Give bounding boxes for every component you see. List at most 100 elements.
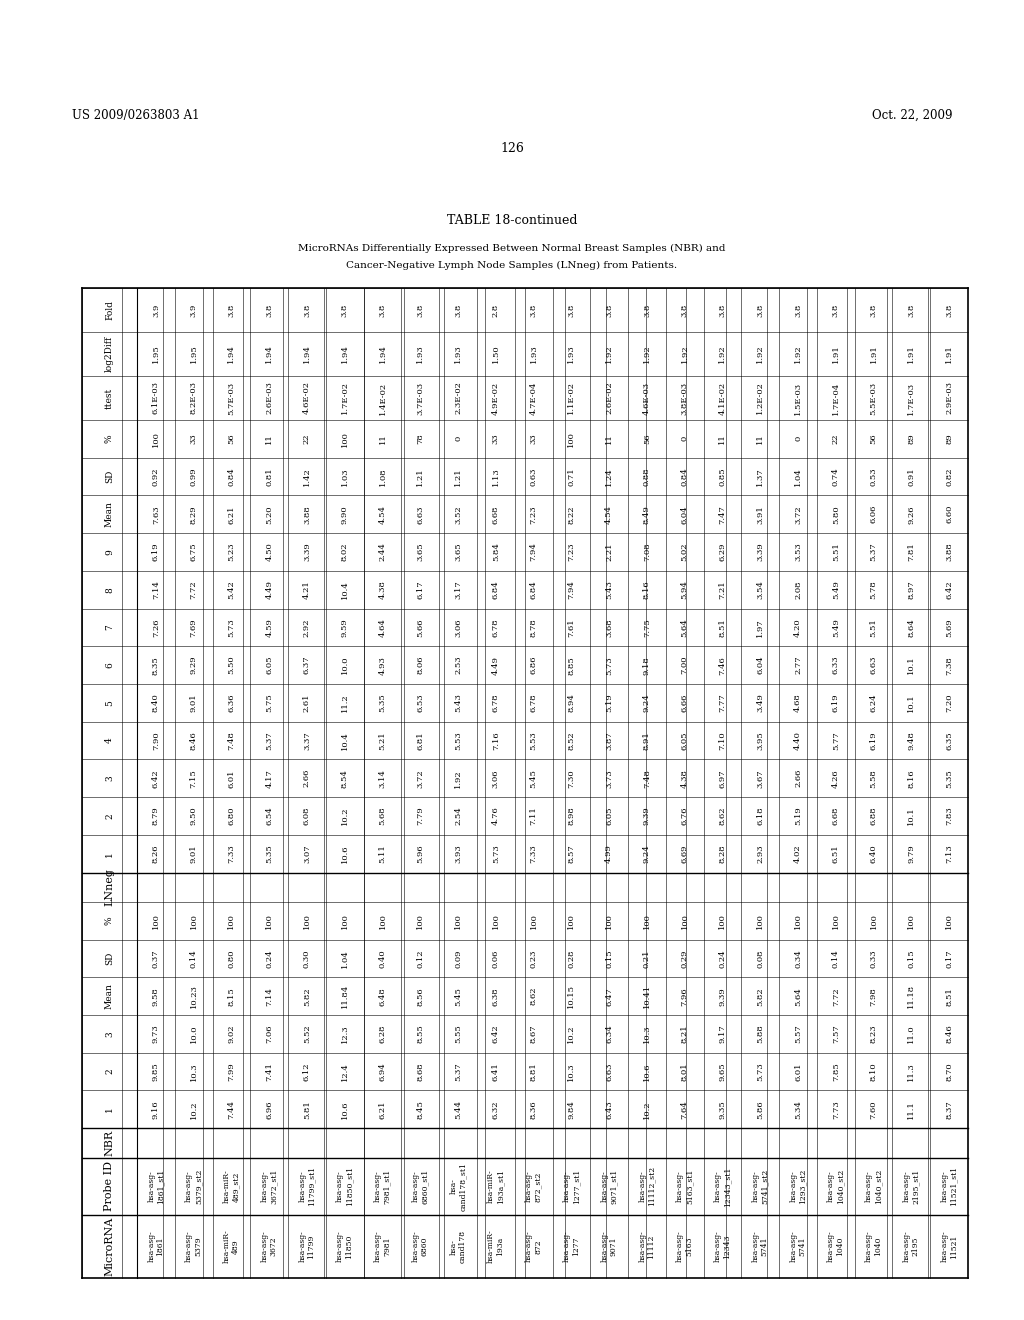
Text: 5.37: 5.37 (454, 1063, 462, 1081)
Text: hsa-asg-
5379: hsa-asg- 5379 (185, 1230, 203, 1262)
Text: 100: 100 (341, 430, 349, 446)
Text: 6.48: 6.48 (379, 987, 386, 1006)
Text: 4.54: 4.54 (605, 504, 613, 524)
Text: 9.01: 9.01 (189, 845, 198, 863)
Text: 5.82: 5.82 (303, 987, 311, 1006)
Text: 8.06: 8.06 (417, 656, 424, 675)
Text: MicroRNAs Differentially Expressed Between Normal Breast Samples (NBR) and: MicroRNAs Differentially Expressed Betwe… (298, 243, 726, 252)
Text: 4.59: 4.59 (265, 618, 273, 636)
Text: 7.83: 7.83 (945, 807, 953, 825)
Text: 10.6: 10.6 (341, 845, 349, 863)
Text: 2.6E-03: 2.6E-03 (265, 381, 273, 414)
Text: hsa-asg-
11521_st1: hsa-asg- 11521_st1 (940, 1167, 957, 1206)
Text: 11: 11 (757, 433, 764, 445)
Text: 6.78: 6.78 (492, 618, 500, 636)
Text: 5.23: 5.23 (227, 543, 236, 561)
Text: 7.48: 7.48 (227, 731, 236, 750)
Text: 3.8: 3.8 (757, 304, 764, 317)
Text: 6.68: 6.68 (492, 506, 500, 524)
Text: 10.1: 10.1 (907, 693, 915, 713)
Text: 0.63: 0.63 (529, 467, 538, 486)
Text: 8.68: 8.68 (417, 1063, 424, 1081)
Text: 7.13: 7.13 (945, 845, 953, 863)
Text: 3.8: 3.8 (907, 304, 915, 317)
Text: 7.00: 7.00 (681, 656, 689, 675)
Text: 6.96: 6.96 (265, 1100, 273, 1118)
Text: 3.8: 3.8 (681, 304, 689, 317)
Text: 8.49: 8.49 (643, 504, 651, 524)
Text: hsa-asg-
11850_st1: hsa-asg- 11850_st1 (336, 1167, 353, 1206)
Text: 7.64: 7.64 (681, 1100, 689, 1119)
Text: 5.73: 5.73 (492, 845, 500, 863)
Text: 6.28: 6.28 (379, 1024, 386, 1043)
Text: 6.05: 6.05 (605, 807, 613, 825)
Text: 1.92: 1.92 (643, 345, 651, 363)
Text: 9.26: 9.26 (907, 506, 915, 524)
Text: 100: 100 (945, 913, 953, 929)
Text: 5.11: 5.11 (379, 845, 386, 863)
Text: 6.41: 6.41 (492, 1063, 500, 1081)
Text: 1.5E-03: 1.5E-03 (794, 381, 802, 414)
Text: 9: 9 (105, 549, 114, 554)
Text: 9.39: 9.39 (643, 807, 651, 825)
Text: 8.01: 8.01 (681, 1063, 689, 1081)
Text: 7.85: 7.85 (831, 1063, 840, 1081)
Text: 7.14: 7.14 (152, 581, 160, 599)
Text: 0.71: 0.71 (567, 467, 575, 486)
Text: 8.46: 8.46 (189, 731, 198, 750)
Text: 6.81: 6.81 (417, 731, 424, 750)
Text: 8.85: 8.85 (567, 656, 575, 675)
Text: 7.16: 7.16 (492, 731, 500, 750)
Text: hsa-asg-
9071: hsa-asg- 9071 (600, 1230, 617, 1262)
Text: 7.14: 7.14 (265, 987, 273, 1006)
Text: 5.53: 5.53 (529, 731, 538, 750)
Text: 5.51: 5.51 (831, 543, 840, 561)
Text: 1.95: 1.95 (189, 345, 198, 363)
Text: 6.51: 6.51 (831, 845, 840, 863)
Text: 6.38: 6.38 (492, 987, 500, 1006)
Text: 5.82: 5.82 (757, 987, 764, 1006)
Text: 0.24: 0.24 (265, 949, 273, 968)
Text: 1.04: 1.04 (794, 467, 802, 486)
Text: 6.60: 6.60 (945, 506, 953, 524)
Text: 100: 100 (454, 913, 462, 929)
Text: 3.8: 3.8 (227, 304, 236, 317)
Text: hsa-asg-
872_st2: hsa-asg- 872_st2 (525, 1171, 543, 1203)
Text: 2.53: 2.53 (454, 656, 462, 675)
Text: 4.38: 4.38 (379, 581, 386, 599)
Text: 10.6: 10.6 (341, 1100, 349, 1118)
Text: 9.01: 9.01 (189, 693, 198, 713)
Text: 10.41: 10.41 (643, 985, 651, 1008)
Text: 1.93: 1.93 (529, 345, 538, 363)
Text: 56: 56 (643, 433, 651, 444)
Text: 2.3E-02: 2.3E-02 (454, 381, 462, 414)
Text: 4.54: 4.54 (379, 504, 386, 524)
Text: 0.40: 0.40 (379, 949, 386, 968)
Text: 6.04: 6.04 (681, 506, 689, 524)
Text: 6.76: 6.76 (681, 807, 689, 825)
Text: 7.20: 7.20 (945, 693, 953, 711)
Text: 5.64: 5.64 (794, 987, 802, 1006)
Text: 6.86: 6.86 (529, 656, 538, 675)
Text: 5.88: 5.88 (757, 1024, 764, 1043)
Text: 3.8: 3.8 (567, 304, 575, 317)
Text: 100: 100 (303, 913, 311, 929)
Text: 8.70: 8.70 (945, 1063, 953, 1081)
Text: hsa-asg-
7981_st1: hsa-asg- 7981_st1 (374, 1168, 391, 1204)
Text: 5.35: 5.35 (945, 770, 953, 788)
Text: 3.06: 3.06 (454, 618, 462, 636)
Text: 0.34: 0.34 (794, 949, 802, 968)
Text: 10.2: 10.2 (567, 1024, 575, 1043)
Text: 1.92: 1.92 (681, 345, 689, 363)
Text: US 2009/0263803 A1: US 2009/0263803 A1 (72, 108, 200, 121)
Text: 10.15: 10.15 (567, 985, 575, 1008)
Text: 0.85: 0.85 (719, 467, 726, 486)
Text: 2.54: 2.54 (454, 807, 462, 825)
Text: 1.94: 1.94 (265, 345, 273, 363)
Text: 11.1: 11.1 (907, 1100, 915, 1119)
Text: %: % (105, 434, 114, 444)
Text: 6.63: 6.63 (417, 506, 424, 524)
Text: hsa-asg-
7981: hsa-asg- 7981 (374, 1230, 391, 1262)
Text: 1.94: 1.94 (227, 345, 236, 363)
Text: 4.93: 4.93 (379, 656, 386, 675)
